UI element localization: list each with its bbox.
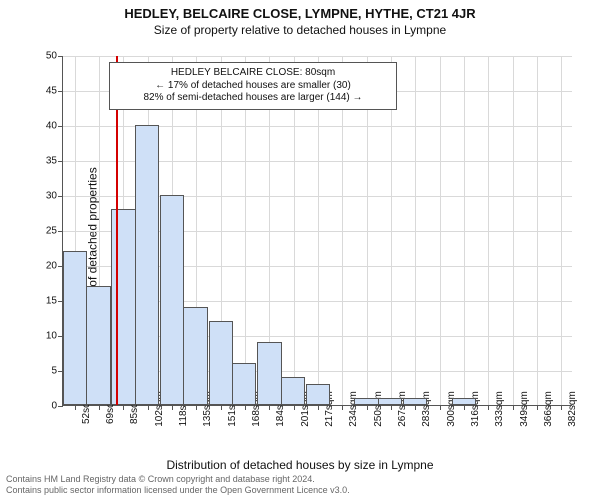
plot-area: 0510152025303540455052sqm69sqm85sqm102sq… — [62, 56, 572, 406]
ytick-label: 45 — [27, 86, 63, 97]
ytick-label: 25 — [27, 226, 63, 237]
histogram-bar — [160, 195, 184, 405]
chart-subtitle: Size of property relative to detached ho… — [0, 23, 600, 37]
xtick-label: 250sqm — [367, 391, 384, 427]
gridline-v — [537, 56, 538, 405]
xtick-label: 316sqm — [464, 391, 481, 427]
ytick-label: 40 — [27, 121, 63, 132]
annotation-line: ← 17% of detached houses are smaller (30… — [118, 80, 388, 93]
ytick-label: 20 — [27, 261, 63, 272]
histogram-bar — [63, 251, 87, 405]
ytick-label: 15 — [27, 296, 63, 307]
ytick-label: 0 — [27, 401, 63, 412]
ytick-label: 10 — [27, 331, 63, 342]
annotation-line: 82% of semi-detached houses are larger (… — [118, 92, 388, 105]
histogram-bar — [111, 209, 135, 405]
histogram-bar — [135, 125, 159, 405]
histogram-bar — [183, 307, 207, 405]
histogram-bar — [281, 377, 305, 405]
xtick-label: 382sqm — [561, 391, 578, 427]
chart-title: HEDLEY, BELCAIRE CLOSE, LYMPNE, HYTHE, C… — [0, 0, 600, 21]
gridline-v — [440, 56, 441, 405]
xtick-label: 333sqm — [488, 391, 505, 427]
histogram-bar — [257, 342, 281, 405]
annotation-box: HEDLEY BELCAIRE CLOSE: 80sqm← 17% of det… — [109, 62, 397, 110]
footer-attribution: Contains HM Land Registry data © Crown c… — [6, 474, 350, 496]
ytick-label: 30 — [27, 191, 63, 202]
gridline-v — [513, 56, 514, 405]
annotation-line: HEDLEY BELCAIRE CLOSE: 80sqm — [118, 67, 388, 80]
histogram-bar — [452, 398, 476, 405]
histogram-bar — [209, 321, 233, 405]
gridline-v — [464, 56, 465, 405]
histogram-bar — [378, 398, 402, 405]
gridline-v — [488, 56, 489, 405]
xtick-label: 300sqm — [440, 391, 457, 427]
histogram-bar — [232, 363, 256, 405]
x-axis-label: Distribution of detached houses by size … — [0, 458, 600, 472]
histogram-bar — [403, 398, 427, 405]
xtick-label: 234sqm — [342, 391, 359, 427]
ytick-label: 5 — [27, 366, 63, 377]
footer-line-1: Contains HM Land Registry data © Crown c… — [6, 474, 350, 485]
xtick-label: 366sqm — [537, 391, 554, 427]
xtick-label: 267sqm — [391, 391, 408, 427]
ytick-label: 35 — [27, 156, 63, 167]
histogram-bar — [86, 286, 110, 405]
gridline-v — [561, 56, 562, 405]
ytick-label: 50 — [27, 51, 63, 62]
xtick-label: 283sqm — [415, 391, 432, 427]
gridline-v — [415, 56, 416, 405]
xtick-label: 349sqm — [513, 391, 530, 427]
chart-container: HEDLEY, BELCAIRE CLOSE, LYMPNE, HYTHE, C… — [0, 0, 600, 500]
histogram-bar — [354, 398, 378, 405]
footer-line-2: Contains public sector information licen… — [6, 485, 350, 496]
histogram-bar — [306, 384, 330, 405]
